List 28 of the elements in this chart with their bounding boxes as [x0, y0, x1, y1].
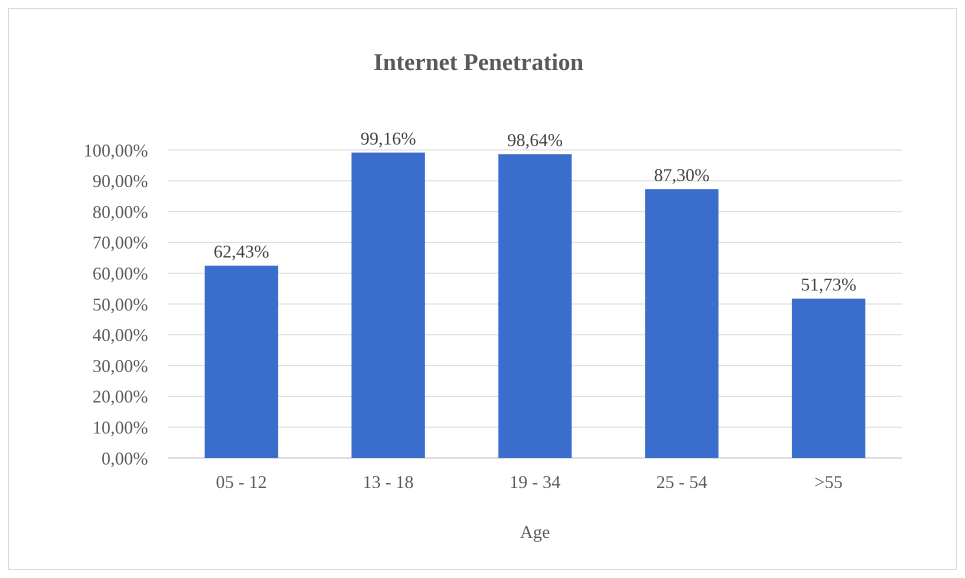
bar	[204, 266, 278, 458]
y-tick-label: 70,00%	[92, 232, 148, 253]
y-tick-label: 40,00%	[92, 325, 148, 346]
bar	[498, 154, 572, 458]
y-tick-label: 0,00%	[102, 448, 148, 468]
y-tick-label: 90,00%	[92, 171, 148, 192]
y-tick-label: 80,00%	[92, 202, 148, 222]
chart-title: Internet Penetration	[374, 50, 584, 76]
x-tick-label: 13 - 18	[362, 472, 414, 492]
y-tick-label: 100,00%	[84, 140, 148, 160]
y-tick-label: 30,00%	[92, 356, 148, 376]
data-label: 87,30%	[654, 165, 710, 186]
x-tick-label: >55	[814, 472, 843, 492]
x-axis-title: Age	[520, 522, 550, 542]
data-label: 62,43%	[214, 242, 270, 262]
y-tick-label: 10,00%	[92, 418, 148, 438]
data-label: 99,16%	[360, 128, 416, 149]
x-tick-label: 05 - 12	[216, 472, 267, 492]
y-tick-label: 20,00%	[92, 386, 148, 407]
x-tick-label: 19 - 34	[510, 472, 560, 492]
data-label: 98,64%	[507, 130, 563, 150]
bar	[352, 152, 425, 458]
bar	[792, 298, 866, 458]
data-label: 51,73%	[800, 274, 856, 295]
bar	[645, 189, 718, 458]
x-tick-label: 25 - 54	[656, 472, 708, 492]
y-tick-label: 50,00%	[92, 294, 148, 314]
y-tick-label: 60,00%	[92, 264, 148, 284]
